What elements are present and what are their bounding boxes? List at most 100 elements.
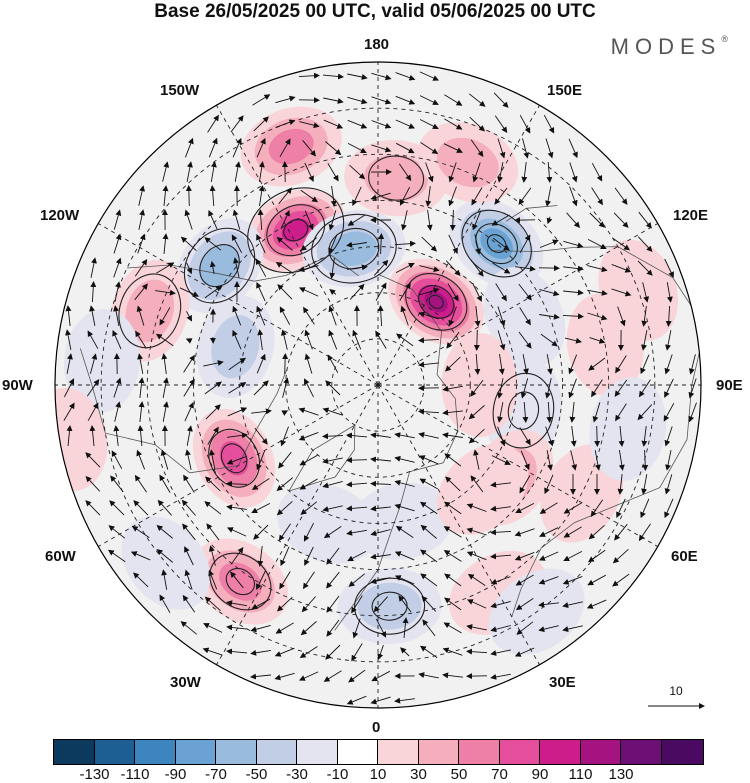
wind-vector-482 <box>301 596 316 613</box>
wind-vector-20 <box>275 119 296 128</box>
wind-vector-307 <box>663 402 675 422</box>
wind-vector-427 <box>514 528 535 537</box>
wind-vector-101 <box>400 210 408 231</box>
wind-vector-477 <box>182 594 196 613</box>
wind-vector-51 <box>210 161 217 182</box>
anomaly-contour-20-3 <box>219 441 249 476</box>
wind-vector-64 <box>521 162 528 183</box>
wind-vector-224 <box>375 330 387 349</box>
wind-vector-500 <box>300 621 317 636</box>
wind-vector-444 <box>370 553 391 560</box>
wind-vector-232 <box>564 337 582 344</box>
anomaly-contour-25-0 <box>276 483 379 564</box>
lon-label-30e: 30E <box>549 674 576 691</box>
wind-vector-371 <box>346 481 368 488</box>
wind-vector-449 <box>490 553 512 560</box>
wind-vector-129 <box>519 234 531 253</box>
wind-vector-254 <box>546 354 553 375</box>
wind-vector-414 <box>206 523 220 541</box>
wind-vector-59 <box>398 163 412 182</box>
wind-vector-506 <box>443 622 462 634</box>
wind-vector-314 <box>186 425 193 446</box>
wind-vector-495 <box>180 621 197 635</box>
lon-label-60e: 60E <box>671 548 698 565</box>
wind-vector-84 <box>518 187 532 205</box>
wind-vector-421 <box>370 529 391 537</box>
wind-vector-496 <box>203 623 223 633</box>
meridian-60 <box>377 384 658 547</box>
wind-vector-215 <box>155 333 174 347</box>
wind-vector-57 <box>349 164 366 180</box>
wind-vector-318 <box>280 426 289 447</box>
wind-vector-368 <box>276 477 293 492</box>
wind-vector-122 <box>346 241 367 248</box>
wind-vector-211 <box>65 329 72 350</box>
wind-vector-266 <box>183 378 195 397</box>
wind-vector-190 <box>186 311 192 322</box>
wind-vector-311 <box>113 425 120 446</box>
wind-vector-293 <box>251 408 272 415</box>
wind-vector-87 <box>591 187 603 206</box>
wind-vector-135 <box>90 257 97 278</box>
wind-vector-112 <box>113 233 122 254</box>
wind-vector-200 <box>418 311 439 320</box>
wind-vector-24 <box>371 120 392 129</box>
lon-label-180: 180 <box>364 36 390 53</box>
wind-vector-332 <box>618 425 625 447</box>
wind-vector-60 <box>425 162 434 183</box>
wind-vector-436 <box>184 546 194 566</box>
wind-vector-424 <box>443 526 462 538</box>
wind-vector-26 <box>419 119 439 129</box>
wind-vector-179 <box>539 288 560 297</box>
wind-vector-223 <box>352 329 362 350</box>
wind-vector-505 <box>422 619 436 637</box>
wind-vector-401 <box>466 503 487 512</box>
wind-vector-529 <box>323 670 342 682</box>
wind-vector-322 <box>370 432 391 439</box>
wind-vector-319 <box>298 431 319 441</box>
wind-vector-487 <box>421 595 437 612</box>
wind-vector-359 <box>665 450 672 471</box>
wind-vector-425 <box>466 527 487 536</box>
wind-vector-304 <box>592 402 601 423</box>
wind-vector-353 <box>520 450 530 471</box>
wind-vector-52 <box>234 161 241 182</box>
wind-vector-534 <box>442 672 463 679</box>
wind-vector-305 <box>615 403 627 422</box>
wind-vector-88 <box>614 187 628 205</box>
lon-label-90w: 90W <box>2 377 33 394</box>
wind-vector-152 <box>492 262 511 274</box>
wind-vector-10 <box>347 96 368 105</box>
wind-vector-82 <box>471 187 483 206</box>
colorbar-swatch-6 <box>296 739 339 765</box>
wind-vector-417 <box>278 523 291 542</box>
isobar-10-0 <box>118 273 182 349</box>
wind-vector-93 <box>208 209 218 230</box>
wind-vector-300 <box>497 402 504 423</box>
wind-vector-34 <box>232 137 242 158</box>
wind-vector-402 <box>490 505 511 512</box>
wind-vector-240 <box>137 353 144 374</box>
wind-vector-50 <box>186 161 193 182</box>
wind-vector-78 <box>370 192 391 201</box>
wind-vector-14 <box>444 94 463 106</box>
wind-vector-437 <box>208 545 216 566</box>
lon-label-120w: 120W <box>40 207 80 224</box>
wind-vector-270 <box>282 377 290 398</box>
wind-vector-177 <box>495 283 507 302</box>
isobar-8-0 <box>492 372 555 449</box>
wind-vector-330 <box>570 426 577 447</box>
isobar-1-2 <box>428 294 444 309</box>
wind-vector-265 <box>162 377 169 398</box>
wind-vector-274 <box>442 385 463 392</box>
wind-vector-507 <box>466 624 487 631</box>
wind-vector-469 <box>467 573 486 586</box>
wind-vector-246 <box>282 353 289 375</box>
wind-vector-501 <box>326 619 340 637</box>
wind-vector-262 <box>86 378 100 397</box>
wind-vector-429 <box>563 526 582 538</box>
wind-vector-515 <box>274 647 295 657</box>
wind-vector-453 <box>587 549 606 563</box>
wind-vector-524 <box>490 649 511 656</box>
